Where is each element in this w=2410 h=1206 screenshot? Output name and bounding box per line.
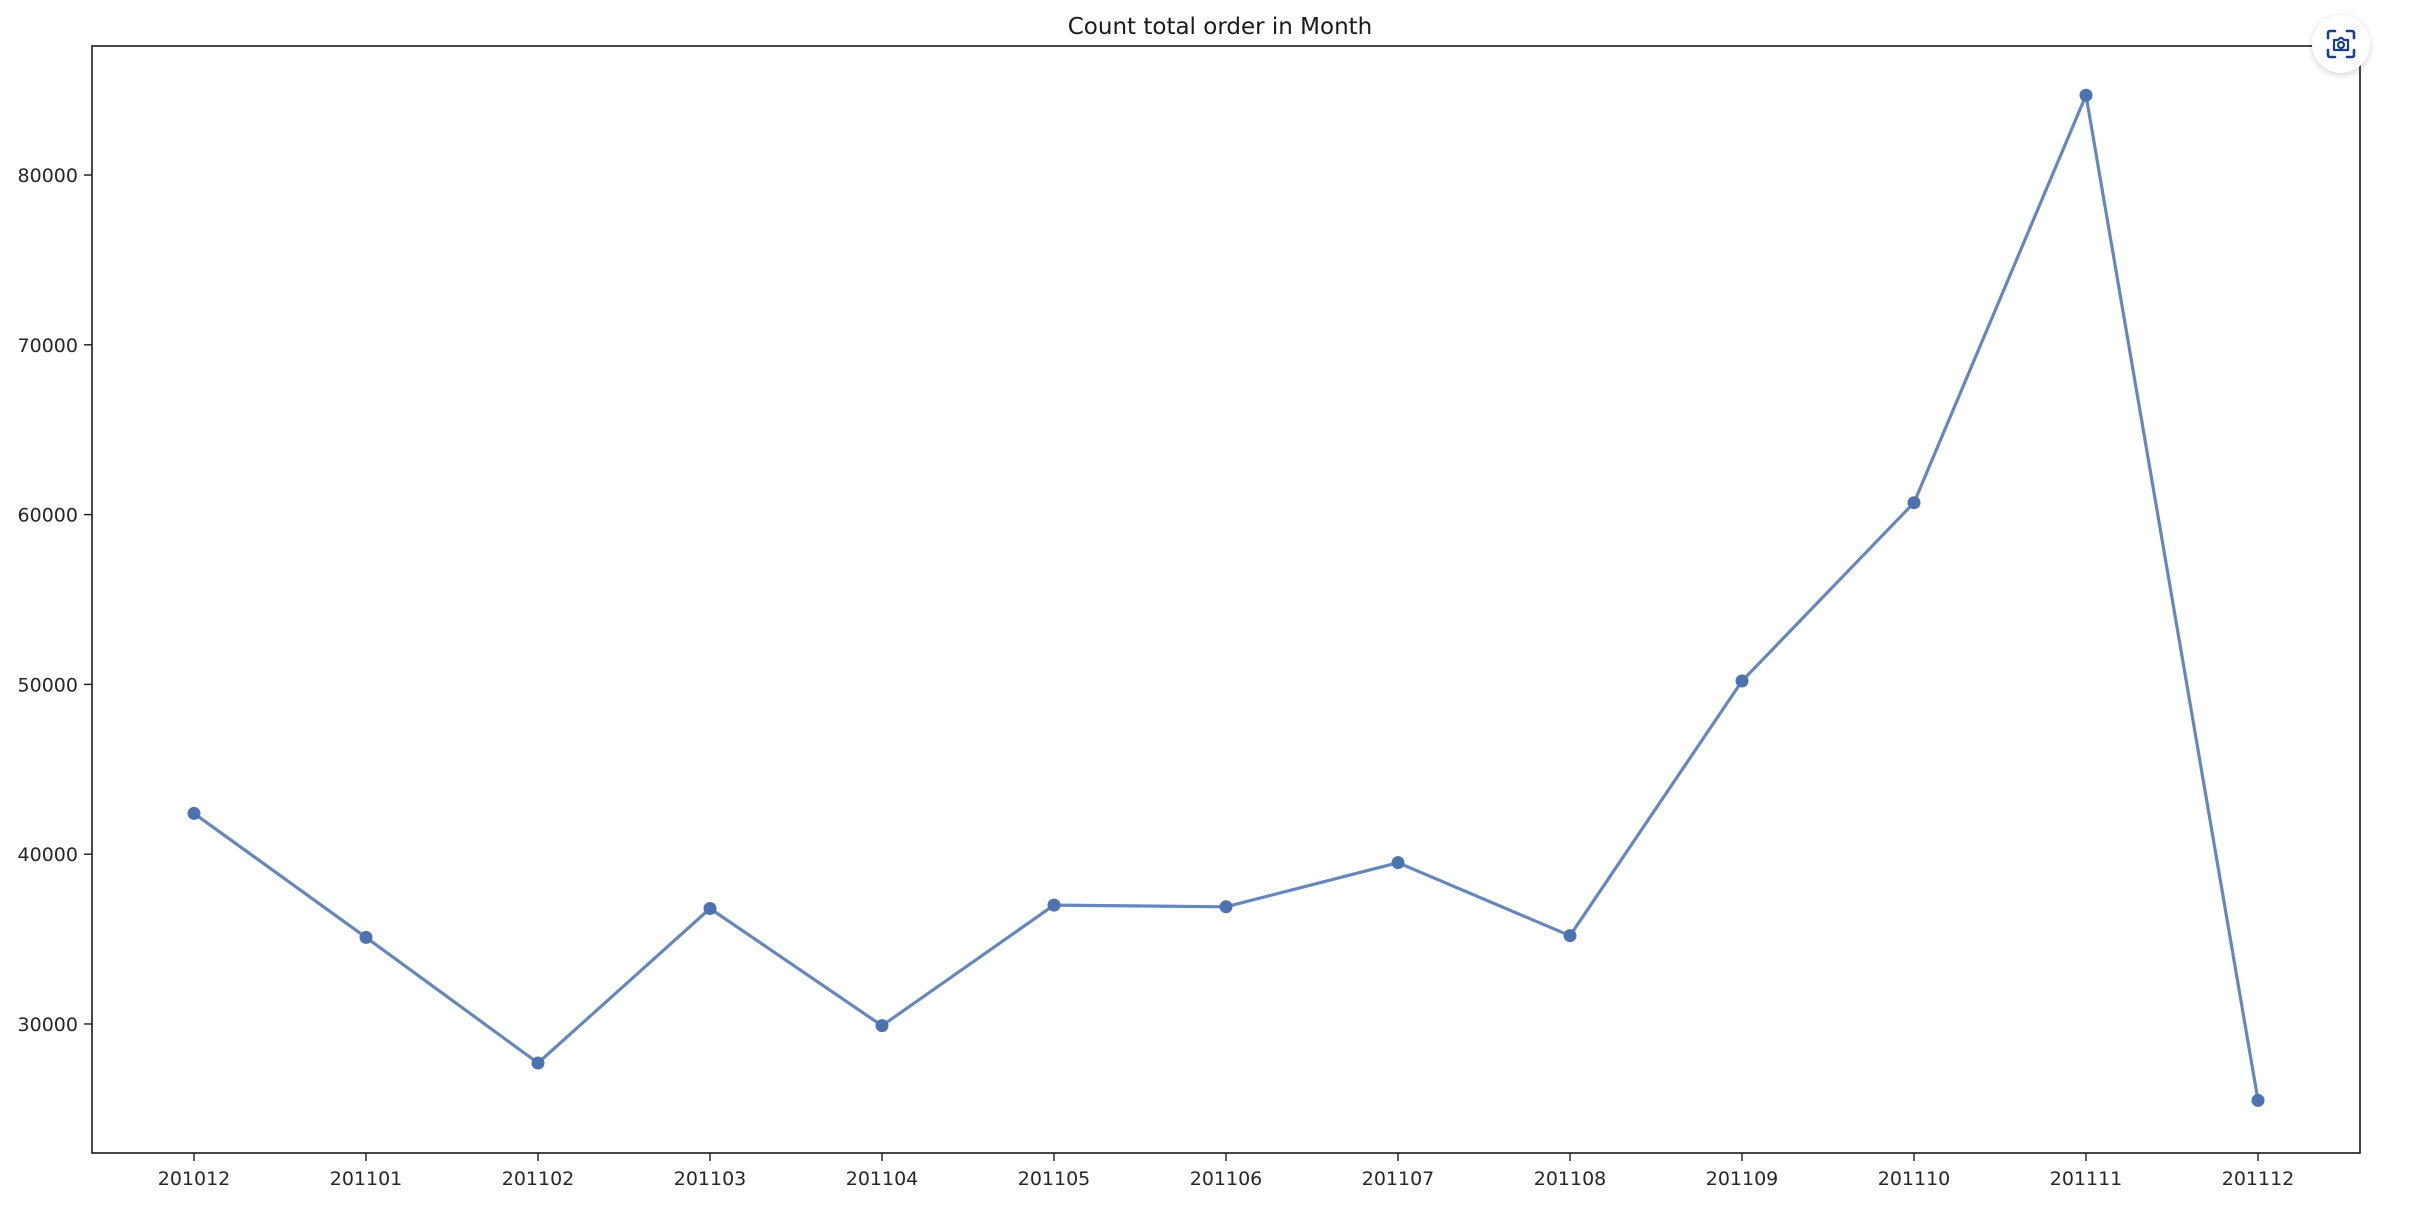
screen-capture-icon: [2326, 29, 2356, 59]
y-tick-label: 30000: [18, 1014, 78, 1036]
data-point: [1563, 929, 1577, 943]
y-tick-label: 60000: [18, 505, 78, 527]
series-line: [192, 93, 2260, 1103]
data-point: [531, 1056, 545, 1070]
y-tick-label: 70000: [18, 335, 78, 357]
data-point: [1735, 674, 1749, 688]
y-tick-label: 80000: [18, 165, 78, 187]
x-tick-label: 201104: [846, 1168, 919, 1190]
screenshot-button[interactable]: [2312, 15, 2370, 73]
data-point: [1219, 900, 1233, 914]
data-point: [359, 930, 373, 944]
data-point: [1391, 856, 1405, 870]
series-group: [187, 88, 2265, 1107]
data-point: [2079, 88, 2093, 102]
plot-frame: [91, 45, 2361, 1154]
data-point: [703, 902, 717, 916]
x-tick-label: 201110: [1878, 1168, 1951, 1190]
x-tick-label: 201102: [502, 1168, 575, 1190]
x-tick-label: 201103: [674, 1168, 747, 1190]
x-axis: 201012 201101 201102 201103 201104 201105 2011…: [158, 1153, 2295, 1190]
y-axis: 30000 40000 50000 60000 70000 80000: [18, 165, 92, 1036]
y-tick-label: 50000: [18, 674, 78, 696]
data-point: [1907, 496, 1921, 510]
x-tick-label: 201105: [1018, 1168, 1091, 1190]
x-tick-label: 201108: [1534, 1168, 1607, 1190]
x-tick-label: 201106: [1190, 1168, 1263, 1190]
x-tick-label: 201109: [1706, 1168, 1779, 1190]
data-point: [2251, 1093, 2265, 1107]
chart-title: Count total order in Month: [1068, 14, 1373, 40]
x-tick-label: 201101: [330, 1168, 403, 1190]
x-tick-label: 201107: [1362, 1168, 1435, 1190]
data-point: [1047, 898, 1061, 912]
data-point: [187, 806, 201, 820]
x-tick-label: 201112: [2222, 1168, 2295, 1190]
x-tick-label: 201111: [2050, 1168, 2123, 1190]
x-tick-label: 201012: [158, 1168, 231, 1190]
y-tick-label: 40000: [18, 844, 78, 866]
data-point: [875, 1019, 889, 1033]
